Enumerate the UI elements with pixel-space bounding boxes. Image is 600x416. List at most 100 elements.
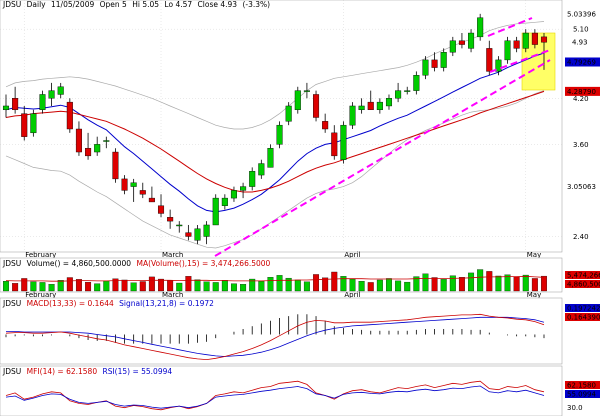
mfi-right-label-3: 30.0 — [567, 404, 583, 412]
candle-body — [495, 59, 502, 72]
volume-bar — [94, 283, 101, 292]
volume-bar — [103, 280, 110, 292]
candle-body — [404, 90, 411, 92]
header-ticker: JDSU — [2, 0, 21, 9]
candle-body — [468, 32, 475, 49]
candle-body — [167, 217, 174, 222]
macd-right-box-2 — [565, 313, 600, 321]
volume-bar — [12, 283, 19, 292]
volume-right-box-2 — [565, 280, 600, 288]
candle-body — [203, 224, 210, 237]
volume-ticker: JDSU — [2, 259, 21, 268]
candle-body — [94, 144, 101, 153]
price-tick-label: 4.20 — [573, 95, 589, 103]
candle-body — [413, 75, 420, 91]
volume-bar — [531, 278, 538, 292]
month-label: May — [527, 251, 541, 259]
volume-bar — [413, 276, 420, 292]
candle-body — [449, 40, 456, 53]
candle-body — [504, 40, 511, 61]
mfi-header: JDSU MFI(14) = 62.1580 RSI(15) = 55.0994 — [2, 367, 172, 376]
volume-bar — [258, 281, 265, 292]
volume-title: Volume() = 4,860,500.0000 — [27, 259, 132, 268]
volume-bar — [303, 281, 310, 292]
candle-body — [422, 59, 429, 76]
candle-body — [276, 124, 283, 145]
month-labels: February March April May — [25, 251, 541, 259]
volume-bar — [395, 280, 402, 292]
header-change: (-3.3%) — [242, 0, 270, 9]
candle-body — [130, 182, 137, 187]
macd-right-label-1: 0.197242 — [567, 305, 600, 313]
volume-bar — [221, 280, 228, 292]
mfi-right-box-2 — [565, 390, 600, 398]
volume-bar — [386, 278, 392, 292]
volume-bar — [449, 275, 456, 292]
volume-bar — [322, 277, 329, 292]
mfi-right-label-1: 62.1580 — [567, 382, 596, 390]
volume-bar — [3, 281, 9, 292]
volume-bar — [130, 282, 137, 292]
volume-bar — [176, 282, 183, 292]
price-axis: 5.10 4.20 3.60 2.40 4.93 4.79269 4.28790 5.0339… — [565, 10, 600, 241]
header-hi: Hi 5.05 — [132, 0, 159, 9]
candle-body — [66, 101, 73, 130]
volume-bar — [477, 269, 484, 292]
candle-body — [12, 98, 19, 111]
volume-bar — [48, 284, 55, 292]
volume-bar — [294, 279, 301, 292]
month-labels-volume: February March April May — [25, 291, 541, 299]
candle-body — [194, 228, 201, 241]
month-label: February — [25, 291, 56, 299]
macd-right-box-1 — [565, 304, 600, 312]
volume-bar — [340, 276, 347, 292]
candle-body — [148, 197, 155, 203]
volume-bar — [66, 277, 73, 292]
volume-bar — [440, 279, 447, 292]
header-period: Daily — [27, 0, 47, 9]
volume-bar — [139, 281, 146, 292]
series-line — [5, 90, 545, 249]
candle-body — [313, 94, 320, 118]
volume-header: JDSU Volume() = 4,860,500.0000 MA(Volume… — [2, 259, 271, 268]
candle-body — [294, 90, 301, 111]
volume-bar — [404, 281, 411, 292]
mfi-ticker: JDSU — [2, 367, 21, 376]
volume-bar — [267, 277, 274, 292]
candle-body — [540, 36, 548, 43]
volume-bar — [486, 271, 493, 292]
macd-title: MACD(13,33) = 0.1644 — [27, 299, 114, 308]
header-date: 11/05/2009 — [51, 0, 94, 9]
ma-price-box — [565, 57, 600, 67]
candle-body — [121, 178, 128, 191]
mfi-title: MFI(14) = 62.1580 — [27, 367, 98, 376]
candle-body — [376, 101, 383, 111]
candle-body — [230, 190, 237, 199]
candle-body — [112, 151, 119, 180]
volume-bar — [313, 274, 320, 292]
signal-line — [6, 316, 545, 357]
volume-bar — [203, 281, 210, 292]
candle-body — [176, 224, 183, 227]
volume-right-label-2: 4,860,500 — [567, 281, 600, 289]
candle-body — [103, 140, 110, 142]
volume-bar — [249, 278, 256, 292]
volume-bar — [276, 275, 283, 292]
price-tick-label: 5.10 — [573, 26, 589, 34]
volume-bar — [513, 276, 520, 292]
candle-body — [458, 40, 465, 45]
lower-band-label: 3.05063 — [567, 183, 596, 191]
volume-bar — [522, 274, 529, 292]
macd-panel — [0, 297, 563, 365]
macd-line — [5, 313, 545, 361]
candle-body — [157, 205, 165, 214]
volume-bar — [112, 278, 119, 292]
volume-bar — [194, 279, 201, 292]
candle-body — [513, 40, 520, 49]
month-label: March — [162, 291, 183, 299]
volume-right-box-1 — [565, 271, 600, 279]
candle-body — [367, 101, 374, 111]
candle-body — [221, 197, 228, 206]
candle-body — [2, 105, 10, 111]
month-label: March — [162, 251, 183, 259]
